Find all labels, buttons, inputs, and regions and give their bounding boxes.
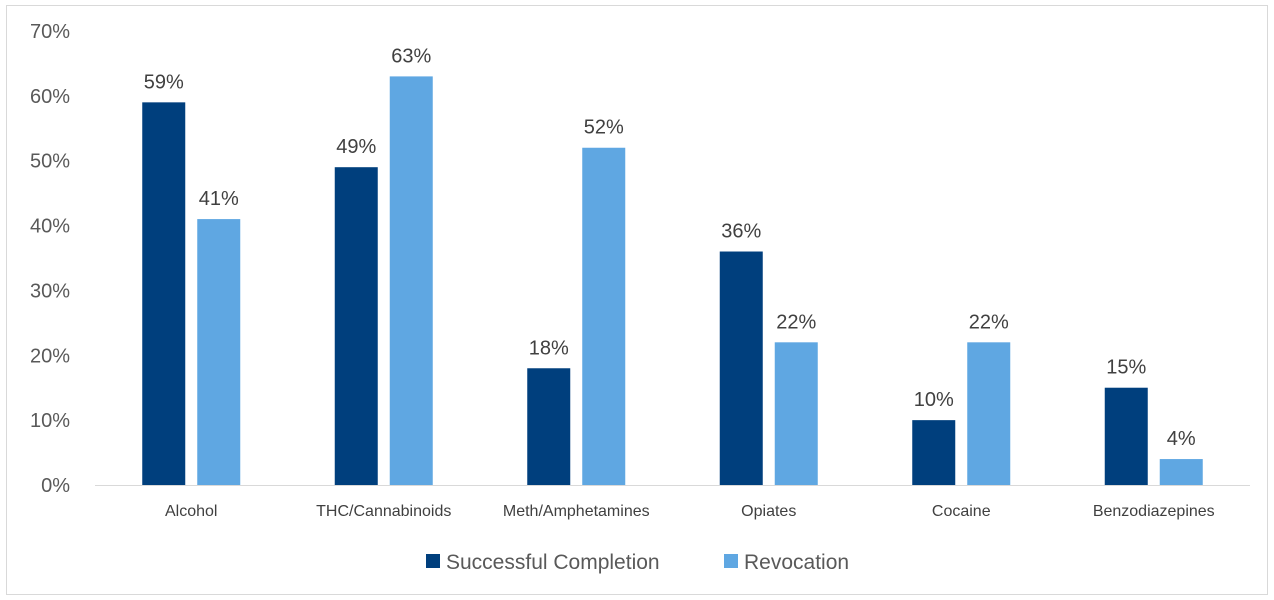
- data-label: 41%: [199, 188, 239, 210]
- bar-revocation: [389, 76, 433, 486]
- bar-revocation: [582, 147, 626, 485]
- y-tick-label: 10%: [30, 410, 70, 432]
- data-label: 22%: [969, 311, 1009, 333]
- y-tick-label: 20%: [30, 345, 70, 367]
- y-tick-label: 30%: [30, 280, 70, 302]
- bar-successful-completion: [912, 420, 956, 485]
- x-tick-label: Alcohol: [165, 503, 217, 520]
- bar-revocation: [774, 342, 818, 485]
- data-label: 18%: [529, 337, 569, 359]
- bars: [142, 76, 1203, 486]
- bar-successful-completion: [719, 251, 763, 485]
- y-axis-ticks: 0% 10% 20% 30% 40% 50% 60% 70%: [30, 21, 70, 497]
- y-tick-label: 60%: [30, 86, 70, 108]
- bar-revocation: [967, 342, 1011, 485]
- y-tick-label: 70%: [30, 21, 70, 43]
- x-tick-label: Meth/Amphetamines: [503, 503, 650, 520]
- data-label: 49%: [336, 136, 376, 158]
- x-tick-label: THC/Cannabinoids: [316, 503, 451, 520]
- data-label: 4%: [1167, 428, 1196, 450]
- data-label: 63%: [391, 45, 431, 67]
- bar-successful-completion: [527, 368, 571, 485]
- legend-label: Revocation: [744, 551, 849, 574]
- data-label: 52%: [584, 117, 624, 139]
- bar-revocation: [1159, 459, 1203, 485]
- data-labels: 59% 41% 49% 63% 18% 52% 36% 22% 10% 22% 15% 4%: [144, 45, 1196, 450]
- y-tick-label: 0%: [41, 475, 70, 497]
- bar-successful-completion: [142, 102, 186, 485]
- legend-swatch: [426, 554, 440, 568]
- x-tick-label: Cocaine: [932, 503, 991, 520]
- legend-swatch: [724, 554, 738, 568]
- bar-successful-completion: [1104, 387, 1148, 485]
- data-label: 59%: [144, 71, 184, 93]
- data-label: 22%: [776, 311, 816, 333]
- bar-successful-completion: [334, 167, 378, 485]
- bar-revocation: [197, 219, 241, 486]
- y-tick-label: 50%: [30, 151, 70, 173]
- data-label: 36%: [721, 221, 761, 243]
- y-tick-label: 40%: [30, 216, 70, 238]
- data-label: 10%: [914, 389, 954, 411]
- category-labels: Alcohol THC/Cannabinoids Meth/Amphetamines…: [165, 503, 1215, 520]
- x-tick-label: Opiates: [741, 503, 796, 520]
- legend: Successful Completion Revocation: [426, 551, 849, 574]
- x-tick-label: Benzodiazepines: [1093, 503, 1215, 520]
- legend-label: Successful Completion: [446, 551, 660, 574]
- data-label: 15%: [1106, 357, 1146, 379]
